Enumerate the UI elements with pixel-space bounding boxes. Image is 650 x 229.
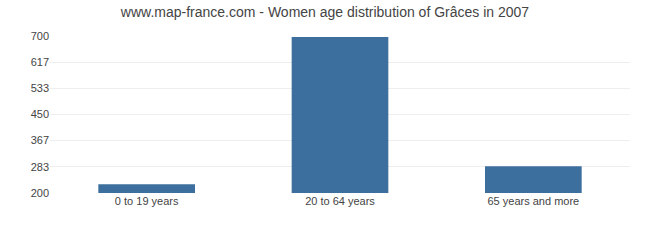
svg-text:0 to 19 years: 0 to 19 years xyxy=(115,195,179,207)
svg-text:450: 450 xyxy=(31,108,49,120)
svg-text:200: 200 xyxy=(31,187,49,199)
svg-text:700: 700 xyxy=(31,30,49,42)
svg-text:20 to 64 years: 20 to 64 years xyxy=(305,195,375,207)
svg-text:283: 283 xyxy=(31,161,49,173)
svg-text:www.map-france.com - Women age: www.map-france.com - Women age distribut… xyxy=(120,4,529,20)
svg-text:367: 367 xyxy=(31,134,49,146)
svg-text:65 years and more: 65 years and more xyxy=(487,195,579,207)
svg-text:617: 617 xyxy=(31,56,49,68)
svg-text:533: 533 xyxy=(31,82,49,94)
